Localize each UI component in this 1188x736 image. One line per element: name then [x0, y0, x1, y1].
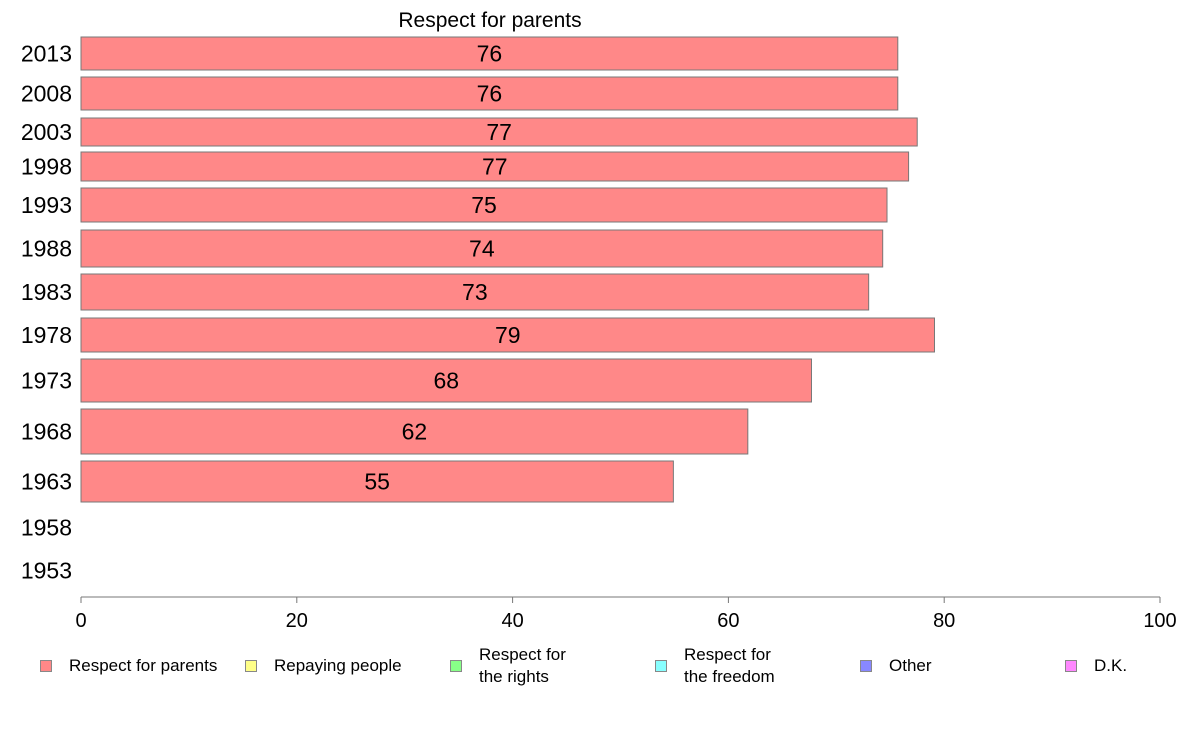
year-label: 1958 [21, 515, 72, 541]
legend-label: Other [889, 656, 932, 675]
bar-value-label: 55 [364, 469, 390, 495]
legend-swatch [450, 660, 462, 672]
legend-label: Respect for the rights [479, 645, 566, 686]
year-label: 1973 [21, 368, 72, 394]
bar [80, 358, 812, 403]
bar [80, 76, 899, 111]
bar-value-label: 77 [482, 154, 508, 180]
legend-label: Respect for parents [69, 656, 218, 675]
bar [80, 229, 884, 268]
legend-swatch [655, 660, 667, 672]
year-label: 1953 [21, 558, 72, 584]
bar [80, 273, 870, 311]
legend-label: Respect for the freedom [684, 645, 775, 686]
legend-swatch [40, 660, 52, 672]
x-tick-label: 20 [286, 610, 308, 632]
bar [80, 460, 674, 503]
bar-value-label: 76 [477, 81, 503, 107]
bar-value-label: 74 [469, 236, 495, 262]
bar-value-label: 68 [433, 368, 459, 394]
bar-value-label: 73 [462, 279, 488, 305]
bar-value-label: 75 [471, 192, 497, 218]
year-label: 1993 [21, 192, 72, 218]
bar [80, 117, 918, 147]
bar-value-label: 77 [486, 119, 512, 145]
year-label: 1983 [21, 279, 72, 305]
x-tick-label: 100 [1143, 610, 1176, 632]
bar [80, 151, 910, 182]
bar [80, 187, 888, 223]
year-label: 1968 [21, 419, 72, 445]
year-label: 2003 [21, 119, 72, 145]
year-label: 1978 [21, 322, 72, 348]
chart-title: Respect for parents [398, 9, 581, 32]
legend-item: D.K. [1065, 644, 1127, 688]
legend-label: Repaying people [274, 656, 402, 675]
bar [80, 408, 749, 455]
year-label: 2008 [21, 81, 72, 107]
x-tick-label: 60 [717, 610, 739, 632]
x-tick-label: 0 [75, 610, 86, 632]
bar-value-label: 79 [495, 322, 521, 348]
year-label: 2013 [21, 41, 72, 67]
bar-chart: Respect for parents 76 76 77 77 75 74 73 79 6862… [21, 9, 1177, 632]
x-tick-label: 40 [501, 610, 523, 632]
x-tick-label: 80 [933, 610, 955, 632]
legend-swatch [860, 660, 872, 672]
year-label: 1998 [21, 154, 72, 180]
legend-item: Respect for parents [40, 644, 217, 688]
legend-item: Repaying people [245, 644, 402, 688]
year-labels: 2013 2008 2003 1998 1993 1988 1983 1978 1973 1968… [21, 41, 72, 584]
year-label: 1988 [21, 236, 72, 262]
x-axis: 0 20 40 60 80 100 [75, 596, 1177, 632]
legend-item: Respect for the freedom [655, 644, 775, 688]
legend-swatch [245, 660, 257, 672]
year-label: 1963 [21, 469, 72, 495]
legend-item: Respect for the rights [450, 644, 566, 688]
legend-label: D.K. [1094, 656, 1128, 675]
legend-item: Other [860, 644, 932, 688]
bar-value-label: 76 [477, 41, 503, 67]
legend-swatch [1065, 660, 1077, 672]
bar [80, 317, 935, 353]
bar [80, 36, 899, 71]
bar-value-label: 62 [402, 419, 428, 445]
